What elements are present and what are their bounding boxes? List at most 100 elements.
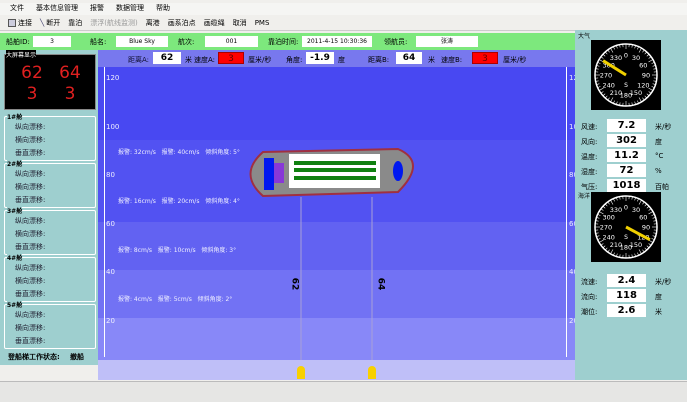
berth-button[interactable]: 靠泊 [68,18,83,27]
compass-tick-label: 180 [620,92,632,100]
ocean-row-unit: 度 [655,293,662,301]
menu-basic-info[interactable]: 基本信息管理 [36,4,78,12]
hold-group: 1#舱 纵向漂移: 横向漂移: 垂直漂移: [4,112,96,161]
pms-button[interactable]: PMS [254,18,270,27]
connect-button[interactable]: 连接 [8,18,32,28]
drift-label: 横向漂移: [15,324,46,332]
scale-tick-label: 20 [106,316,115,325]
menu-data[interactable]: 数据管理 [116,4,144,12]
drift-label: 垂直漂移: [15,337,46,345]
speed-a-unit: 厘米/秒 [248,56,272,64]
cancel-button[interactable]: 取消 [232,18,247,27]
ocean-row-unit: 米/秒 [655,278,672,286]
compass-tick-label: 90 [642,72,650,80]
menu-help[interactable]: 帮助 [156,4,170,12]
distance-a-unit: 米 [185,56,192,64]
ocean-row-label: 流向: [581,293,598,301]
alarm-a: 报警: 32cm/s [118,149,156,156]
ocean-row-label: 流速: [581,278,598,286]
weather-row-value: 1018 [607,179,646,192]
scale-tick-label: 80 [106,171,115,179]
bollard-b-icon [368,366,376,379]
water-band [98,67,575,140]
ship-bow-marker [393,161,403,181]
ship-info-bar: 船舶ID: 3 船名: Blue Sky 航次: 001 靠泊时间: 2011-… [0,33,575,50]
compass-tick-label: 60 [639,62,647,70]
menu-bar: 文件 基本信息管理 报警 数据管理 帮助 [0,3,687,15]
ship-id-label: 船舶ID: [6,38,30,46]
tilt-angle: 倾斜角度: 3° [201,247,237,254]
right-panel: 大气 0306090120150180210240270300330S 风速:7… [575,30,687,380]
big-screen-display: 62 64 3 3 [4,54,96,110]
compass-tick-label: 30 [632,206,640,214]
angle-unit: 度 [338,56,345,64]
scale-tick-label: 60 [106,219,115,228]
weather-row-value: 7.2 [607,119,646,132]
drift-label: 纵向漂移: [15,217,46,225]
compass-tick-label: 150 [630,241,642,249]
compass-south-label: S [624,234,628,241]
speed-a-label: 速度A: [194,56,216,64]
tilt-angle: 倾斜角度: 2° [197,296,233,303]
berth-time-label: 靠泊时间: [268,38,299,46]
alarm-b: 报警: 10cm/s [157,247,196,254]
alarm-threshold-row: 报警: 8cm/s 报警: 10cm/s 倾斜角度: 3° [118,245,236,254]
speed-b-label: 速度B: [441,56,463,64]
rope-a-label: 62 [289,277,300,291]
compass-tick-label: 0 [624,204,628,212]
weather-row-value: 72 [607,164,646,177]
compass-tick-label: 180 [620,244,632,252]
weather-row-label: 气压: [581,183,598,191]
ship-id-field[interactable]: 3 [33,36,71,47]
tilt-angle: 倾斜角度: 5° [205,149,240,156]
disconnect-button[interactable]: ╲ 断开 [40,18,61,27]
weather-row-unit: 百帕 [655,183,669,191]
compass-tick-label: 300 [602,214,614,222]
alarm-threshold-row: 报警: 16cm/s 报警: 20cm/s 倾斜角度: 4° [118,196,240,205]
speed-b-unit: 厘米/秒 [503,56,527,64]
drift-label: 垂直漂移: [15,290,46,298]
draw-mooring-point-button[interactable]: 画系泊点 [167,18,196,27]
hold-group: 2#舱 纵向漂移: 横向漂移: 垂直漂移: [4,159,96,208]
depart-button[interactable]: 离港 [145,18,160,27]
water-band [98,318,575,360]
berth-time-field[interactable]: 2011-4-15 10:30:36 [302,36,372,47]
disconnect-icon: ╲ [40,18,45,27]
draw-rope-button[interactable]: 画缆绳 [203,18,225,27]
distance-b-value: 64 [396,52,422,64]
scale-tick-label: 120 [106,74,120,82]
tilt-angle: 倾斜角度: 4° [205,198,240,205]
scale-tick-label-right: 20 [569,316,578,325]
compass-south-label: S [624,82,628,89]
ship-diagram [249,147,414,360]
ocean-row-value: 2.4 [607,274,646,287]
weather-row-label: 风向: [581,138,598,146]
alarm-threshold-row: 报警: 32cm/s 报警: 40cm/s 倾斜角度: 5° [118,147,240,156]
ship-name-field[interactable]: Blue Sky [116,36,168,47]
compass-tick-label: 270 [600,224,612,232]
weather-row-unit: % [655,167,662,175]
compass-tick-label: 240 [602,234,614,242]
big-screen-speed-a: 3 [26,84,38,104]
weather-row-unit: 度 [655,138,662,146]
ocean-title: 海洋 [578,193,591,200]
compass-tick-label: 270 [600,72,612,80]
compass-tick-label: 150 [630,89,642,97]
menu-alarm[interactable]: 报警 [90,4,104,12]
pilot-field[interactable]: 张涛 [416,36,478,47]
float-monitor-button[interactable]: 漂浮(航线监测) [90,18,138,27]
compass-tick-label: 330 [610,54,622,62]
hold-title: 1#舱 [7,112,23,121]
pilot-label: 领航员: [384,38,408,46]
rope-b-label: 64 [375,277,386,291]
hold-title: 3#舱 [7,206,23,215]
big-screen-speed-b: 3 [64,84,76,104]
scale-tick-label-right: 80 [569,171,578,179]
drift-label: 垂直漂移: [15,149,46,157]
connect-icon [8,18,16,27]
ocean-row-value: 2.6 [607,304,646,317]
voyage-field[interactable]: 001 [205,36,258,47]
drift-label: 纵向漂移: [15,123,46,131]
speed-b-value: 3 [472,52,498,64]
menu-file[interactable]: 文件 [10,4,24,12]
